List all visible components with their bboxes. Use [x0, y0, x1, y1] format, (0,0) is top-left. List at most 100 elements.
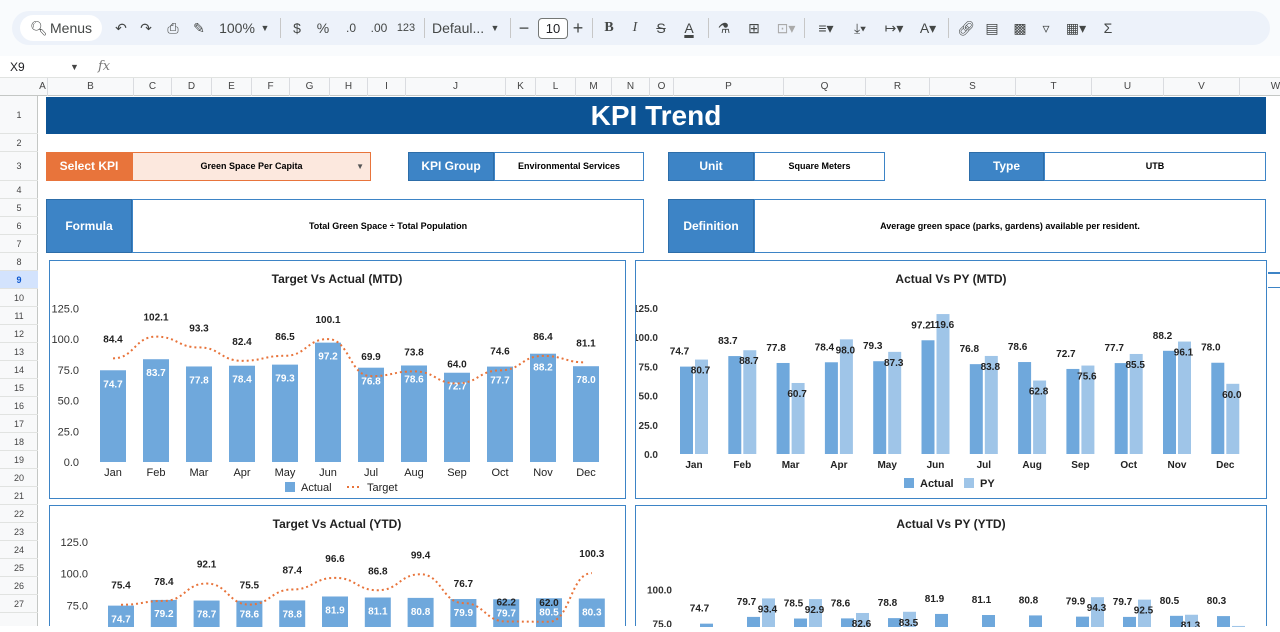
column-header-v[interactable]: V: [1164, 78, 1240, 96]
chevron-down-icon[interactable]: ▼: [260, 23, 270, 33]
actual-bar-may: [873, 361, 887, 454]
row-header-26[interactable]: 26: [0, 577, 38, 595]
insert-chart-icon[interactable]: ▩: [1013, 20, 1027, 36]
text-rotation-icon[interactable]: A▾: [919, 20, 937, 36]
column-header-b[interactable]: B: [48, 78, 134, 96]
zoom-select[interactable]: 100%: [219, 20, 255, 36]
row-header-15[interactable]: 15: [0, 379, 38, 397]
chevron-down-icon[interactable]: ▼: [490, 23, 500, 33]
strikethrough-icon[interactable]: S: [656, 20, 666, 36]
row-header-14[interactable]: 14: [0, 361, 38, 379]
column-header-s[interactable]: S: [930, 78, 1016, 96]
column-header-u[interactable]: U: [1092, 78, 1164, 96]
chart-panel-actual-vs-py-ytd[interactable]: Actual Vs PY (YTD) 75.0 100.0 74.7 79.7 93.4 7…: [635, 505, 1267, 632]
decrease-font-size-icon[interactable]: −: [518, 18, 530, 38]
row-header-1[interactable]: 1: [0, 96, 38, 134]
chevron-down-icon[interactable]: ▼: [70, 62, 79, 72]
insert-comment-icon[interactable]: ▤: [985, 20, 999, 36]
column-header-o[interactable]: O: [650, 78, 674, 96]
row-header-6[interactable]: 6: [0, 217, 38, 235]
filter-views-icon[interactable]: ▦▾: [1065, 20, 1087, 36]
row-header-27[interactable]: 27: [0, 595, 38, 613]
filter-icon[interactable]: ▿: [1042, 20, 1050, 36]
row-header-11[interactable]: 11: [0, 307, 38, 325]
chart-panel-actual-vs-py-mtd[interactable]: Actual Vs PY (MTD) 0.0 25.0 50.0 75.0 100.0 12…: [633, 260, 1267, 499]
row-header-17[interactable]: 17: [0, 415, 38, 433]
row-header-12[interactable]: 12: [0, 325, 38, 343]
row-header-9[interactable]: 9: [0, 271, 38, 289]
row-header-24[interactable]: 24: [0, 541, 38, 559]
redo-icon[interactable]: ↷: [140, 20, 152, 36]
actual-data-label: 78.6: [404, 374, 424, 385]
chevron-down-icon[interactable]: ▼: [356, 162, 364, 171]
column-header-l[interactable]: L: [536, 78, 576, 96]
row-header-7[interactable]: 7: [0, 235, 38, 253]
increase-decimal-button[interactable]: .00: [370, 21, 388, 35]
functions-icon[interactable]: Σ: [1103, 20, 1113, 36]
percent-format-button[interactable]: %: [316, 20, 330, 36]
column-header-e[interactable]: E: [212, 78, 252, 96]
column-header-n[interactable]: N: [612, 78, 650, 96]
chart-panel-target-vs-actual-mtd[interactable]: Target Vs Actual (MTD) 0.0 25.0 50.0 75.0 100…: [49, 260, 626, 499]
column-header-p[interactable]: P: [674, 78, 784, 96]
row-header-23[interactable]: 23: [0, 523, 38, 541]
increase-font-size-icon[interactable]: +: [572, 18, 584, 38]
column-header-g[interactable]: G: [290, 78, 330, 96]
column-header-d[interactable]: D: [172, 78, 212, 96]
column-header-q[interactable]: Q: [784, 78, 866, 96]
undo-icon[interactable]: ↶: [115, 20, 127, 36]
print-icon[interactable]: ⎙: [167, 20, 179, 36]
row-header-10[interactable]: 10: [0, 289, 38, 307]
row-header-21[interactable]: 21: [0, 487, 38, 505]
text-color-icon[interactable]: A: [684, 20, 694, 36]
borders-icon[interactable]: ⊞: [748, 20, 760, 36]
text-wrapping-icon[interactable]: ↦▾: [884, 20, 904, 36]
column-header-k[interactable]: K: [506, 78, 536, 96]
row-header-22[interactable]: 22: [0, 505, 38, 523]
actual-data-label: 77.8: [766, 343, 786, 354]
row-header-16[interactable]: 16: [0, 397, 38, 415]
column-header-t[interactable]: T: [1016, 78, 1092, 96]
currency-format-button[interactable]: $: [293, 20, 301, 36]
paint-format-icon[interactable]: ✎: [193, 20, 205, 36]
column-header-i[interactable]: I: [368, 78, 406, 96]
fill-color-icon[interactable]: ⚗: [717, 20, 731, 36]
bold-icon[interactable]: B: [604, 20, 614, 35]
column-header-j[interactable]: J: [406, 78, 506, 96]
target-data-label: 75.4: [111, 581, 131, 592]
column-header-a[interactable]: A: [38, 78, 48, 96]
actual-bar-jan: [700, 623, 713, 632]
row-header-5[interactable]: 5: [0, 199, 38, 217]
column-header-r[interactable]: R: [866, 78, 930, 96]
font-select[interactable]: Defaul...: [432, 20, 485, 36]
column-header-c[interactable]: C: [134, 78, 172, 96]
italic-icon[interactable]: I: [632, 20, 638, 35]
row-header-20[interactable]: 20: [0, 469, 38, 487]
x-tick-label: Jan: [104, 467, 122, 479]
row-header-4[interactable]: 4: [0, 181, 38, 199]
number-format-button[interactable]: 123: [396, 22, 416, 34]
row-header-25[interactable]: 25: [0, 559, 38, 577]
select-kpi-dropdown[interactable]: Green Space Per Capita ▼: [132, 152, 371, 181]
x-tick-label: Jul: [977, 460, 992, 471]
row-header-19[interactable]: 19: [0, 451, 38, 469]
row-header-3[interactable]: 3: [0, 152, 38, 181]
column-header-f[interactable]: F: [252, 78, 290, 96]
horizontal-align-icon[interactable]: ≡▾: [818, 20, 834, 36]
vertical-align-icon[interactable]: ⤓▾: [853, 20, 867, 36]
name-box[interactable]: X9: [10, 60, 25, 74]
row-header-18[interactable]: 18: [0, 433, 38, 451]
chart-panel-target-vs-actual-ytd[interactable]: Target Vs Actual (YTD) 75.0 100.0 125.0 74.7…: [49, 505, 626, 632]
font-size-input[interactable]: 10: [538, 18, 568, 39]
row-header-2[interactable]: 2: [0, 134, 38, 152]
insert-link-icon[interactable]: 🔗︎: [957, 20, 975, 36]
column-header-m[interactable]: M: [576, 78, 612, 96]
column-header-w[interactable]: W: [1240, 78, 1280, 96]
decrease-decimal-button[interactable]: .0: [345, 21, 356, 35]
column-header-h[interactable]: H: [330, 78, 368, 96]
actual-data-label: 79.3: [275, 374, 295, 385]
row-header-8[interactable]: 8: [0, 253, 38, 271]
merge-cells-icon[interactable]: ⊡▾: [776, 20, 796, 36]
menus-search-button[interactable]: 🔍︎ Menus: [20, 15, 102, 41]
row-header-13[interactable]: 13: [0, 343, 38, 361]
